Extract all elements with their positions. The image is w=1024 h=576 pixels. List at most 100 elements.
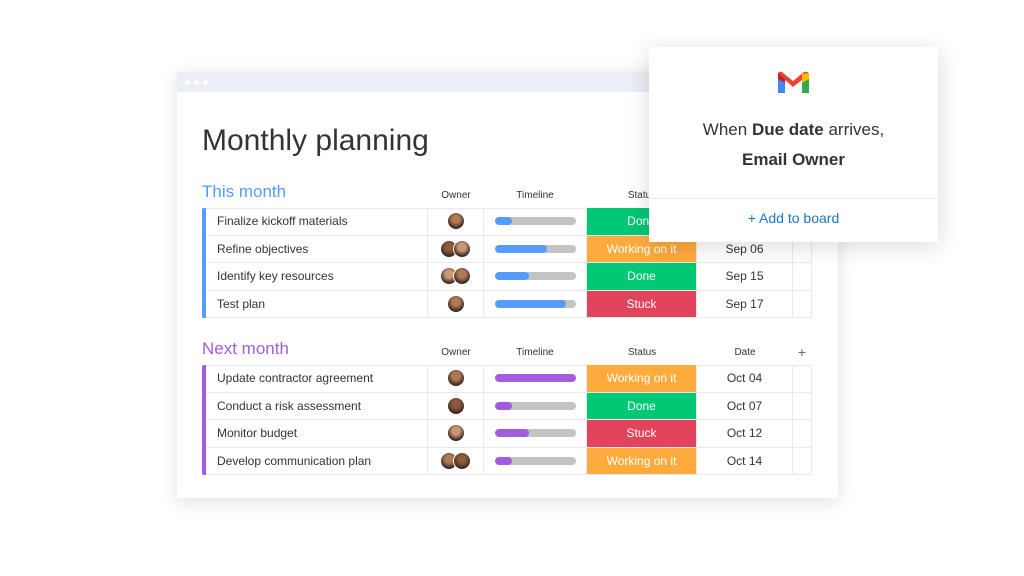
status-label: Working on it (606, 371, 677, 386)
column-header: Status (627, 190, 657, 201)
window-dot (203, 80, 208, 85)
avatar (453, 239, 471, 258)
avatar (446, 369, 465, 388)
timeline-progress (494, 217, 513, 226)
divider (649, 198, 938, 199)
column-header: + (797, 344, 807, 360)
timeline-track (494, 429, 576, 438)
owner-avatars (446, 369, 465, 388)
date: Sep 15 (725, 269, 764, 284)
timeline-progress (494, 299, 566, 308)
date-cell: Sep 06 (697, 235, 793, 263)
status-cell: Done (587, 263, 697, 291)
task-cell: Finalize kickoff materials (206, 208, 428, 236)
timeline-track (494, 401, 576, 410)
timeline-track (494, 217, 576, 226)
avatar (446, 396, 465, 415)
owner-cell (428, 365, 484, 393)
timeline-progress (494, 456, 513, 465)
date: Sep 06 (725, 241, 764, 256)
table-top (206, 365, 812, 366)
timeline-track (494, 272, 576, 281)
avatar (446, 294, 465, 313)
timeline-progress (494, 401, 513, 410)
timeline-track (494, 299, 576, 308)
owner-avatars (440, 267, 471, 286)
task-cell: Refine objectives (206, 235, 428, 263)
status-label: Stuck (626, 426, 657, 441)
extra-cell (793, 365, 812, 393)
window-dot (194, 80, 199, 85)
task-cell: Monitor budget (206, 420, 428, 448)
avatar (453, 267, 471, 286)
avatar (446, 212, 465, 231)
date-cell: Sep 17 (697, 290, 793, 318)
task-name: Finalize kickoff materials (217, 214, 348, 229)
task-cell: Test plan (206, 290, 428, 318)
extra-cell (793, 420, 812, 448)
owner-avatars (446, 212, 465, 231)
timeline-cell (484, 420, 587, 448)
task-name: Develop communication plan (217, 453, 372, 468)
status-label: Stuck (626, 296, 657, 311)
status-label: Working on it (606, 453, 677, 468)
extra-cell (793, 290, 812, 318)
extra-cell (793, 263, 812, 291)
column-header: Timeline (516, 190, 554, 201)
owner-avatars (446, 424, 465, 443)
column-header: Date (734, 347, 756, 358)
owner-cell (428, 392, 484, 420)
timeline-progress (494, 429, 530, 438)
date: Oct 07 (726, 398, 763, 413)
date-cell: Oct 07 (697, 392, 793, 420)
date-cell: Oct 14 (697, 447, 793, 475)
task-name: Update contractor agreement (217, 371, 374, 386)
status-cell: Working on it (587, 235, 697, 263)
status-label: Done (627, 398, 656, 413)
extra-cell (793, 235, 812, 263)
task-name: Test plan (217, 296, 266, 311)
task-name: Conduct a risk assessment (217, 398, 362, 413)
timeline-track (494, 374, 576, 383)
group-bar (202, 208, 206, 318)
group-title: This month (202, 182, 287, 201)
date: Oct 14 (726, 453, 763, 468)
owner-cell (428, 290, 484, 318)
group-bar (202, 365, 206, 475)
task-cell: Develop communication plan (206, 447, 428, 475)
date-cell: Oct 04 (697, 365, 793, 393)
add-to-board-button[interactable]: + Add to board (747, 210, 840, 226)
timeline-progress (494, 374, 576, 383)
timeline-progress (494, 272, 530, 281)
status-cell: Working on it (587, 365, 697, 393)
status-cell: Done (587, 392, 697, 420)
owner-cell (428, 208, 484, 236)
timeline-progress (494, 244, 548, 253)
status-cell: Stuck (587, 290, 697, 318)
column-header: Owner (441, 347, 471, 358)
owner-cell (428, 235, 484, 263)
board-title: Monthly planning (202, 124, 429, 157)
timeline-cell (484, 447, 587, 475)
popup-emphasis: Due date (751, 120, 824, 139)
status-cell: Working on it (587, 447, 697, 475)
task-cell: Conduct a risk assessment (206, 392, 428, 420)
owner-avatars (440, 451, 471, 470)
status-label: Working on it (606, 241, 677, 256)
timeline-cell (484, 208, 587, 236)
timeline-track (494, 456, 576, 465)
timeline-cell (484, 365, 587, 393)
popup-text-end: arrives, (828, 120, 885, 139)
column-header: Owner (441, 190, 471, 201)
extra-cell (793, 392, 812, 420)
window-dot (185, 80, 190, 85)
owner-cell (428, 420, 484, 448)
popup-text: When Due date arrives, (649, 120, 938, 140)
column-header: Status (627, 347, 657, 358)
avatar (446, 424, 465, 443)
date-cell: Oct 12 (697, 420, 793, 448)
timeline-cell (484, 290, 587, 318)
task-name: Monitor budget (217, 426, 298, 441)
task-name: Refine objectives (217, 241, 309, 256)
